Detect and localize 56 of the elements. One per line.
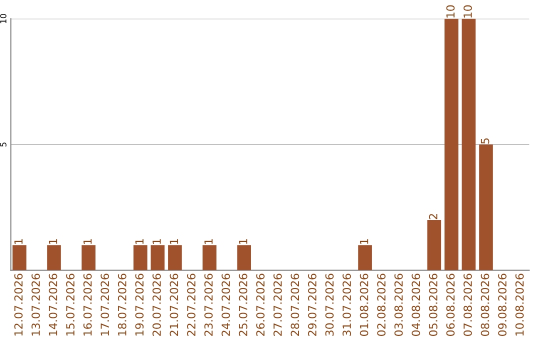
x-tick-label: 23.07.2026 bbox=[204, 274, 213, 336]
data-label: 1 bbox=[360, 239, 368, 244]
bar bbox=[47, 245, 61, 270]
bar bbox=[358, 245, 372, 270]
x-tick-label: 05.08.2026 bbox=[428, 274, 438, 336]
data-label: 1 bbox=[204, 239, 213, 244]
x-tick-label: 07.08.2026 bbox=[464, 274, 472, 336]
x-tick-label: 21.07.2026 bbox=[170, 274, 178, 336]
bar bbox=[133, 245, 148, 270]
x-tick-label: 30.07.2026 bbox=[325, 274, 334, 336]
x-tick-label: 18.07.2026 bbox=[118, 274, 126, 336]
bar bbox=[444, 18, 458, 270]
data-label: 1 bbox=[48, 239, 58, 244]
x-tick-label: 26.07.2026 bbox=[256, 274, 265, 336]
x-tick-label: 13.07.2026 bbox=[32, 274, 40, 336]
x-tick-label: 19.07.2026 bbox=[135, 274, 144, 336]
data-label: 1 bbox=[14, 239, 23, 244]
bar bbox=[150, 245, 165, 270]
data-label: 1 bbox=[239, 239, 248, 244]
data-label: 1 bbox=[152, 239, 161, 244]
bar bbox=[427, 220, 442, 270]
x-tick-label: 17.07.2026 bbox=[100, 274, 110, 336]
x-tick-label: 20.07.2026 bbox=[152, 274, 161, 336]
data-label: 1 bbox=[135, 239, 144, 244]
x-tick-label: 29.07.2026 bbox=[308, 274, 316, 336]
x-tick-label: 28.07.2026 bbox=[290, 274, 300, 336]
x-tick-label: 08.08.2026 bbox=[480, 274, 490, 336]
x-tick-label: 15.07.2026 bbox=[66, 274, 75, 336]
bar bbox=[237, 245, 251, 270]
x-tick-label: 01.08.2026 bbox=[360, 274, 368, 336]
x-tick-label: 12.07.2026 bbox=[14, 274, 23, 336]
bar bbox=[462, 18, 476, 270]
x-tick-label: 03.08.2026 bbox=[394, 274, 403, 336]
data-label: 10 bbox=[446, 5, 455, 18]
data-label: 5 bbox=[480, 138, 490, 144]
data-label: 1 bbox=[84, 239, 92, 244]
data-label: 10 bbox=[464, 5, 472, 18]
x-tick-label: 16.07.2026 bbox=[83, 274, 92, 336]
bar bbox=[82, 245, 96, 270]
x-tick-label: 10.08.2026 bbox=[515, 274, 524, 336]
x-tick-label: 02.08.2026 bbox=[377, 274, 386, 336]
x-tick-label: 27.07.2026 bbox=[273, 274, 282, 336]
bar bbox=[168, 245, 182, 270]
x-tick-label: 04.08.2026 bbox=[412, 274, 420, 336]
bar bbox=[12, 245, 26, 270]
bar bbox=[479, 144, 493, 270]
x-tick-label: 25.07.2026 bbox=[238, 274, 248, 336]
x-tick-label: 22.07.2026 bbox=[187, 274, 196, 336]
x-tick-label: 09.08.2026 bbox=[498, 274, 507, 336]
x-tick-label: 06.08.2026 bbox=[446, 274, 455, 336]
bar bbox=[202, 245, 216, 270]
x-tick-label: 31.07.2026 bbox=[342, 274, 351, 336]
data-label: 2 bbox=[428, 214, 438, 220]
data-label: 1 bbox=[170, 239, 178, 244]
x-tick-label: 24.07.2026 bbox=[222, 274, 230, 336]
x-tick-label: 14.07.2026 bbox=[48, 274, 58, 336]
